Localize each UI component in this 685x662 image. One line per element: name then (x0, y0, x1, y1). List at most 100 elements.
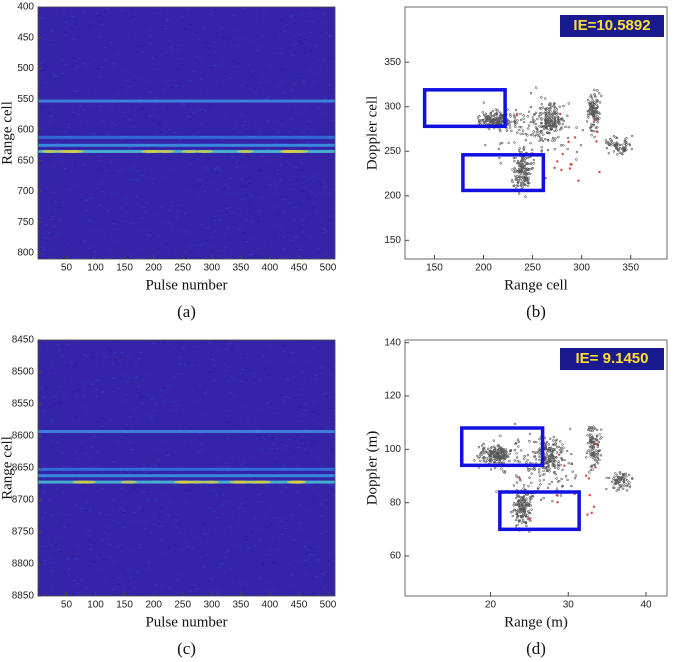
noise-texture (40, 62, 43, 63)
noise-texture (174, 484, 177, 485)
noise-texture (198, 196, 201, 197)
hot-texture (585, 475, 587, 477)
noise-texture (61, 73, 64, 74)
noise-texture (50, 214, 53, 215)
noise-texture (182, 490, 185, 491)
noise-texture (248, 183, 251, 184)
noise-texture (243, 161, 246, 162)
noise-texture (131, 8, 134, 9)
noise-texture (179, 139, 182, 140)
noise-texture (272, 443, 275, 444)
noise-texture (267, 535, 270, 536)
noise-texture (100, 110, 103, 111)
noise-texture (85, 241, 88, 242)
noise-texture (325, 343, 328, 344)
noise-texture (150, 377, 153, 378)
noise-texture (276, 231, 279, 232)
noise-texture (269, 65, 272, 66)
noise-texture (68, 127, 71, 128)
noise-texture (191, 49, 194, 50)
noise-texture (232, 379, 235, 380)
noise-texture (229, 501, 232, 502)
noise-texture (63, 452, 66, 453)
noise-texture (230, 147, 233, 148)
noise-texture (199, 213, 202, 214)
noise-texture (285, 105, 288, 106)
noise-texture (64, 79, 67, 80)
noise-texture (93, 192, 96, 193)
noise-texture (149, 42, 152, 43)
noise-texture (196, 348, 199, 349)
noise-texture (274, 186, 277, 187)
noise-texture (96, 452, 99, 453)
noise-texture (162, 387, 165, 388)
noise-texture (286, 379, 289, 380)
noise-texture (261, 488, 264, 489)
hot-texture (567, 141, 569, 143)
noise-texture (68, 568, 71, 569)
noise-texture (288, 96, 291, 97)
noise-texture (93, 218, 96, 219)
noise-texture (269, 13, 272, 14)
noise-texture (123, 510, 126, 511)
noise-texture (93, 436, 96, 437)
noise-texture (114, 359, 117, 360)
noise-texture (40, 471, 43, 472)
noise-texture (117, 388, 120, 389)
noise-texture (95, 488, 98, 489)
noise-texture (246, 78, 249, 79)
noise-texture (41, 247, 44, 248)
noise-texture (141, 107, 144, 108)
noise-texture (311, 489, 314, 490)
noise-texture (172, 454, 175, 455)
noise-texture (236, 203, 239, 204)
noise-texture (89, 111, 92, 112)
noise-texture (129, 426, 132, 427)
noise-texture (161, 30, 164, 31)
noise-texture (302, 176, 305, 177)
noise-texture (72, 114, 75, 115)
noise-texture (269, 510, 272, 511)
noise-texture (301, 170, 304, 171)
noise-texture (119, 378, 122, 379)
noise-texture (126, 207, 129, 208)
noise-texture (216, 494, 219, 495)
noise-texture (330, 374, 333, 375)
noise-texture (284, 30, 287, 31)
noise-texture (318, 419, 321, 420)
noise-texture (94, 380, 97, 381)
noise-texture (284, 18, 287, 19)
noise-texture (267, 582, 270, 583)
noise-texture (122, 513, 125, 514)
noise-texture (281, 512, 284, 513)
noise-texture (319, 571, 322, 572)
noise-texture (148, 236, 151, 237)
noise-texture (311, 177, 314, 178)
noise-texture (39, 77, 42, 78)
noise-texture (136, 373, 139, 374)
noise-texture (276, 174, 279, 175)
noise-texture (118, 545, 121, 546)
x-tick-label: 400 (262, 263, 279, 274)
noise-texture (235, 161, 238, 162)
noise-texture (89, 595, 92, 596)
noise-texture (76, 553, 79, 554)
noise-texture (270, 524, 273, 525)
noise-texture (202, 524, 205, 525)
noise-texture (126, 397, 129, 398)
noise-texture (270, 23, 273, 24)
noise-texture (278, 234, 281, 235)
noise-texture (259, 20, 262, 21)
noise-texture (170, 227, 173, 228)
noise-texture (280, 53, 283, 54)
noise-texture (75, 108, 78, 109)
noise-texture (230, 377, 233, 378)
streak (38, 474, 335, 477)
noise-texture (105, 165, 108, 166)
y-tick-label: 250 (384, 146, 401, 157)
noise-texture (256, 108, 259, 109)
noise-texture (133, 179, 136, 180)
noise-texture (262, 35, 265, 36)
noise-texture (310, 191, 313, 192)
panel-caption: (c) (177, 639, 196, 658)
